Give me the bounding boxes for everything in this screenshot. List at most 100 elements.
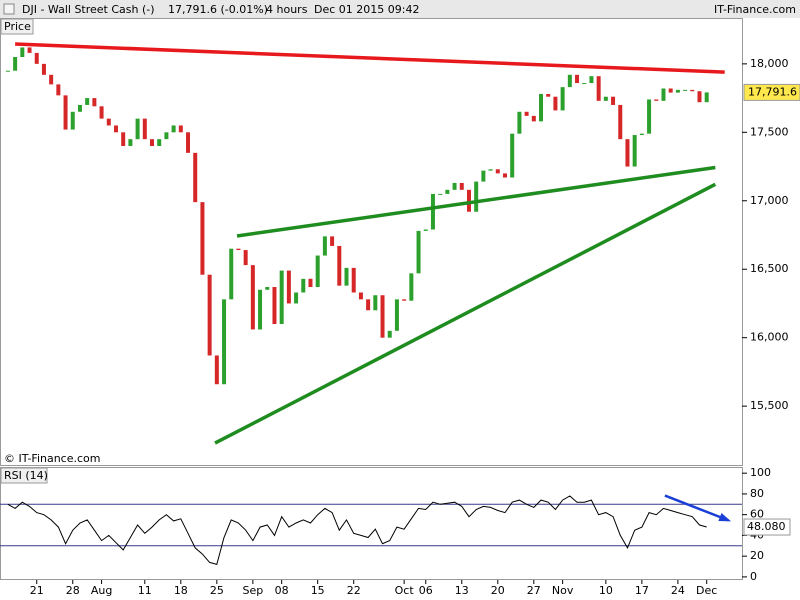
candle [466, 189, 471, 212]
candle [625, 139, 630, 167]
rsi-arrow [664, 494, 729, 522]
candle [222, 299, 227, 385]
candle [337, 245, 342, 286]
window-icon [3, 3, 15, 15]
header-bar [0, 0, 800, 18]
candle [539, 93, 544, 122]
time: Dec 01 2015 09:42 [314, 3, 419, 16]
candle [243, 250, 248, 266]
candle [308, 278, 313, 288]
candle [229, 248, 234, 300]
candle [495, 169, 500, 174]
candle [582, 83, 587, 85]
candle [279, 270, 284, 324]
candle [13, 57, 18, 71]
candle [416, 230, 421, 274]
candle [474, 181, 479, 212]
trendline [214, 182, 717, 445]
candle [193, 152, 198, 203]
trendline [236, 165, 716, 238]
candle [654, 99, 659, 101]
candle [135, 118, 140, 140]
candle [575, 74, 580, 84]
candle [186, 132, 191, 153]
rsi-current-box [743, 518, 791, 536]
x-tick-label: 25 [210, 584, 224, 597]
period: 4 hours [266, 3, 308, 16]
candle [322, 236, 327, 256]
candle [524, 111, 529, 116]
x-tick-label: Oct [395, 584, 415, 597]
candle [560, 87, 565, 111]
candle [409, 273, 414, 301]
candle [113, 125, 118, 133]
price-panel [0, 18, 743, 466]
candle [164, 132, 169, 140]
current-price-box [743, 83, 800, 101]
rsi-label: RSI (14) [4, 469, 48, 482]
candle [250, 265, 255, 330]
y-tick-label: 16,500 [750, 262, 789, 275]
candle [683, 89, 688, 91]
candle [589, 76, 594, 84]
candle [373, 295, 378, 311]
candle [5, 70, 10, 72]
candle [157, 139, 162, 147]
x-tick-label: 28 [66, 584, 80, 597]
candle [77, 104, 82, 112]
candle [481, 170, 486, 182]
candle [668, 88, 673, 93]
site: IT-Finance.com [714, 3, 796, 16]
candle [697, 91, 702, 103]
x-tick-label: 17 [635, 584, 649, 597]
candle [394, 299, 399, 331]
candle [690, 89, 695, 92]
candle [430, 193, 435, 230]
x-tick-label: Sep [242, 584, 263, 597]
candle [258, 289, 263, 330]
watermark: © IT-Finance.com [4, 452, 101, 465]
candle [675, 89, 680, 93]
x-tick-label: Nov [552, 584, 574, 597]
x-tick-label: 10 [599, 584, 613, 597]
candle [351, 267, 356, 293]
candle [315, 255, 320, 288]
candle [70, 111, 75, 130]
candle [611, 96, 616, 105]
x-tick-label: 24 [671, 584, 685, 597]
candle [647, 99, 652, 134]
candle [618, 104, 623, 140]
candle [92, 98, 97, 107]
candle [704, 92, 709, 103]
rsi-arrow-head [718, 512, 732, 522]
candle [387, 330, 392, 338]
candle [286, 270, 291, 304]
candle [272, 287, 277, 324]
x-tick-label: 06 [419, 584, 433, 597]
candle [171, 125, 176, 133]
candle [438, 193, 443, 195]
candle [567, 74, 572, 88]
x-tick-label: Aug [91, 584, 112, 597]
x-tick-label: 13 [455, 584, 469, 597]
x-tick-label: 11 [138, 584, 152, 597]
candle [20, 47, 25, 58]
candle [366, 299, 371, 311]
candle [344, 267, 349, 286]
candle [380, 295, 385, 338]
candle [661, 88, 666, 101]
x-tick-label: 20 [491, 584, 505, 597]
candle [301, 278, 306, 293]
candle [121, 132, 126, 147]
x-tick-label: 18 [174, 584, 188, 597]
candle [294, 292, 299, 304]
x-tick-label: 22 [347, 584, 361, 597]
x-tick-label: 08 [275, 584, 289, 597]
rsi-panel [0, 467, 743, 580]
candle [330, 236, 335, 246]
candle [34, 52, 39, 64]
candle [128, 139, 133, 147]
candle [402, 299, 407, 301]
